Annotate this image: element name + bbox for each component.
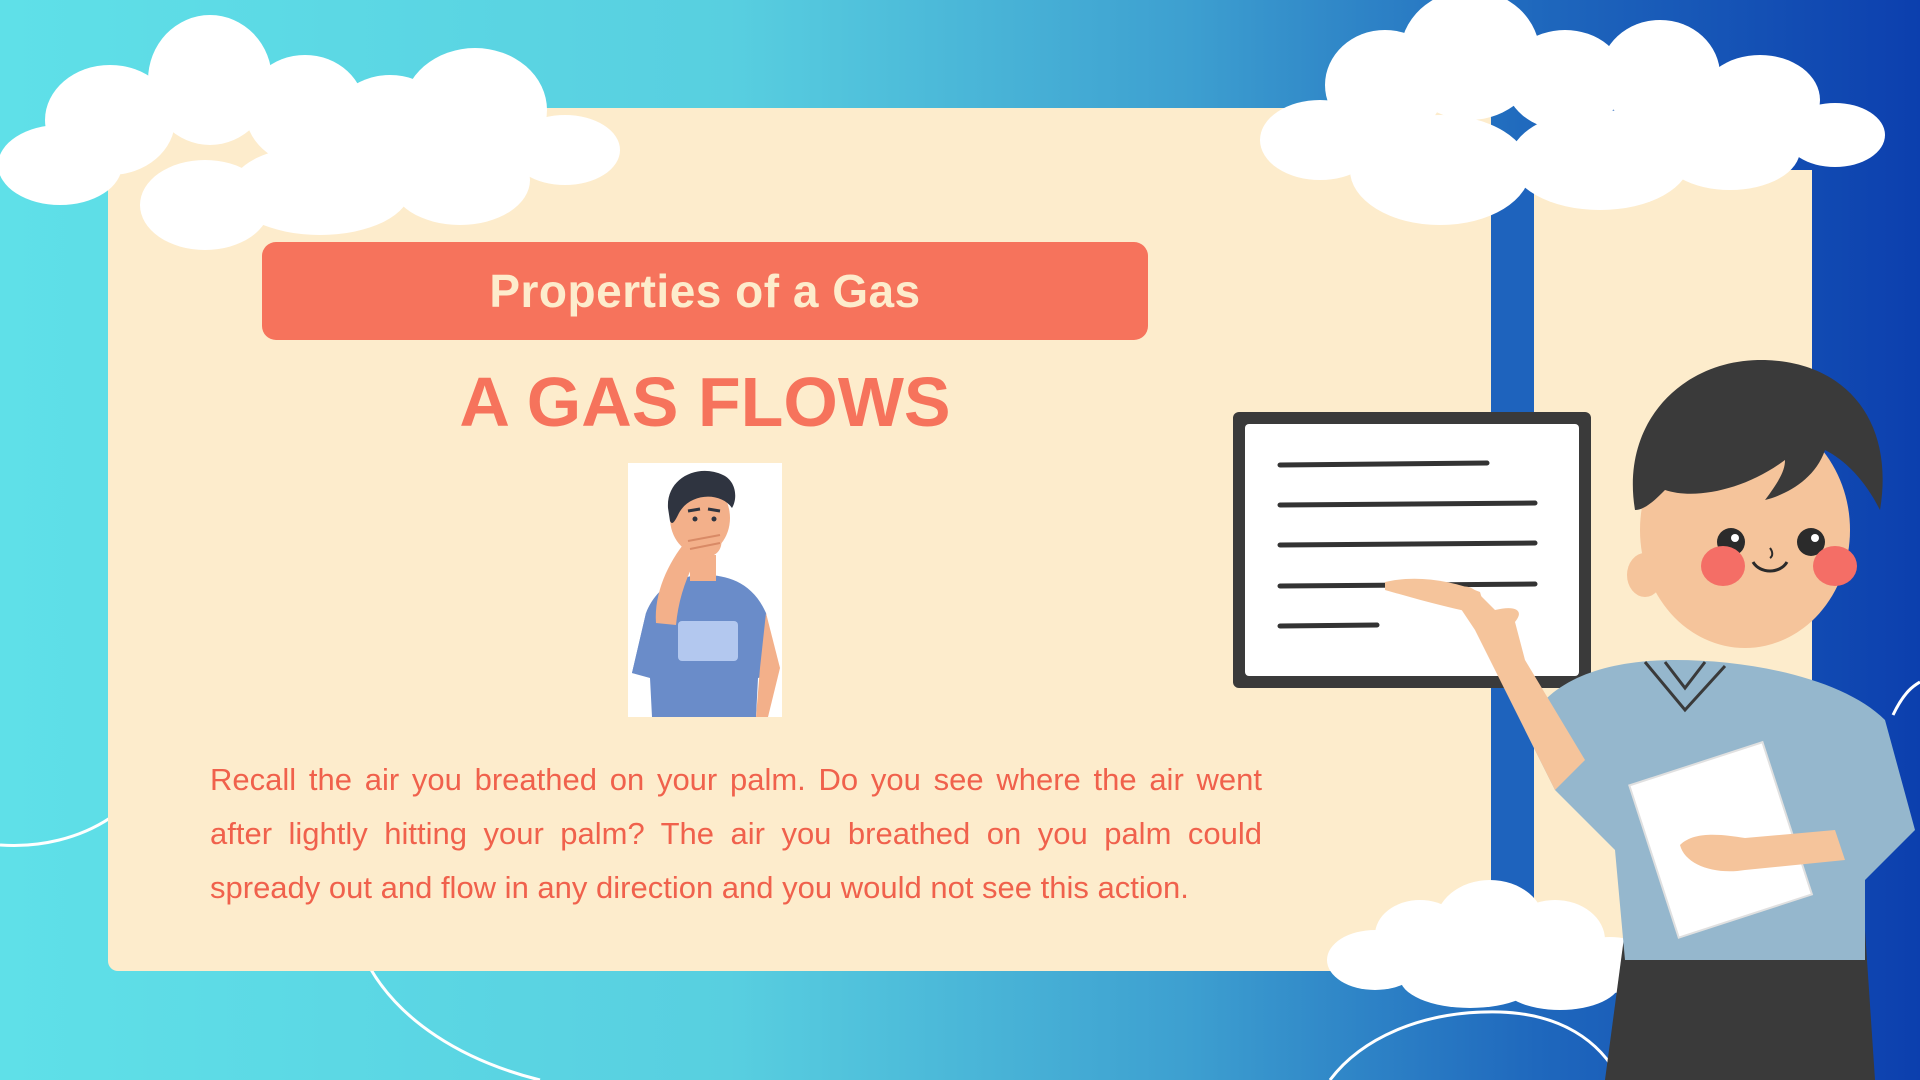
slide-title: Properties of a Gas	[489, 265, 921, 317]
cloud-icon	[1327, 880, 1655, 1010]
teacher-pointing-board-icon	[1233, 360, 1915, 1080]
title-bar: Properties of a Gas	[262, 242, 1148, 340]
person-covering-mouth-icon	[628, 463, 782, 717]
body-paragraph: Recall the air you breathed on your palm…	[210, 762, 1262, 905]
cloud-icon	[1260, 0, 1885, 225]
cloud-icon	[0, 15, 620, 250]
slide-heading: A GAS FLOWS	[459, 363, 951, 441]
